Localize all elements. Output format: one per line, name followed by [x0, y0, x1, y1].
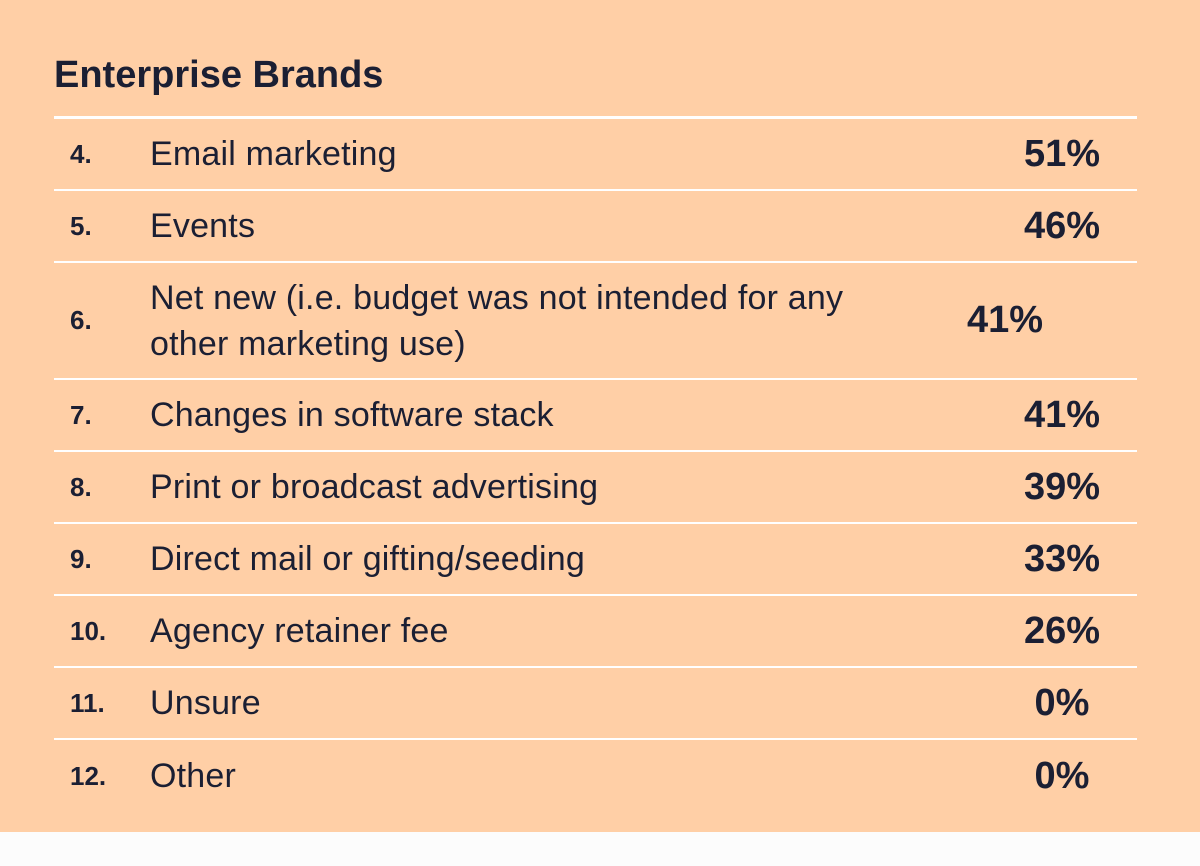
row-label: Events — [150, 207, 256, 245]
page-title: Enterprise Brands — [54, 54, 384, 96]
row-rank: 10. — [70, 615, 107, 646]
row-value: 0% — [1034, 681, 1090, 724]
row-rank: 8. — [70, 471, 92, 502]
table-row: 6. Net new (i.e. budget was not intended… — [54, 263, 1137, 380]
table-row: 5. Events 46% — [54, 191, 1137, 263]
row-label: Net new (i.e. budget was not intended fo… — [150, 278, 844, 363]
row-value: 0% — [1034, 754, 1090, 797]
table-row: 4. Email marketing 51% — [54, 119, 1137, 191]
row-label: Changes in software stack — [150, 396, 554, 434]
ranking-table: 4. Email marketing 51% 5. Events 46% 6. … — [54, 116, 1137, 812]
row-label: Email marketing — [150, 135, 397, 173]
row-value: 33% — [1023, 537, 1101, 580]
row-rank: 4. — [70, 138, 92, 169]
table-row: 8. Print or broadcast advertising 39% — [54, 452, 1137, 524]
row-rank: 5. — [70, 210, 92, 241]
table-row: 12. Other 0% — [54, 740, 1137, 812]
row-rank: 6. — [70, 305, 92, 335]
row-value: 51% — [1023, 132, 1101, 175]
row-rank: 11. — [70, 687, 105, 718]
row-value: 46% — [1023, 204, 1101, 247]
row-label: Print or broadcast advertising — [150, 468, 599, 506]
row-label: Other — [150, 757, 237, 795]
table-row: 7. Changes in software stack 41% — [54, 380, 1137, 452]
row-value: 41% — [966, 299, 1044, 341]
row-rank: 12. — [70, 760, 107, 791]
table-row: 9. Direct mail or gifting/seeding 33% — [54, 524, 1137, 596]
table-row: 11. Unsure 0% — [54, 668, 1137, 740]
row-label: Direct mail or gifting/seeding — [150, 540, 585, 578]
table-row: 10. Agency retainer fee 26% — [54, 596, 1137, 668]
row-label: Unsure — [150, 684, 261, 722]
row-value: 39% — [1023, 465, 1101, 508]
row-value: 26% — [1023, 609, 1101, 652]
enterprise-brands-panel: Enterprise Brands 4. Email marketing 51%… — [0, 0, 1200, 832]
row-rank: 7. — [70, 399, 92, 430]
row-value: 41% — [1023, 393, 1101, 436]
row-label: Agency retainer fee — [150, 612, 449, 650]
row-rank: 9. — [70, 543, 92, 574]
